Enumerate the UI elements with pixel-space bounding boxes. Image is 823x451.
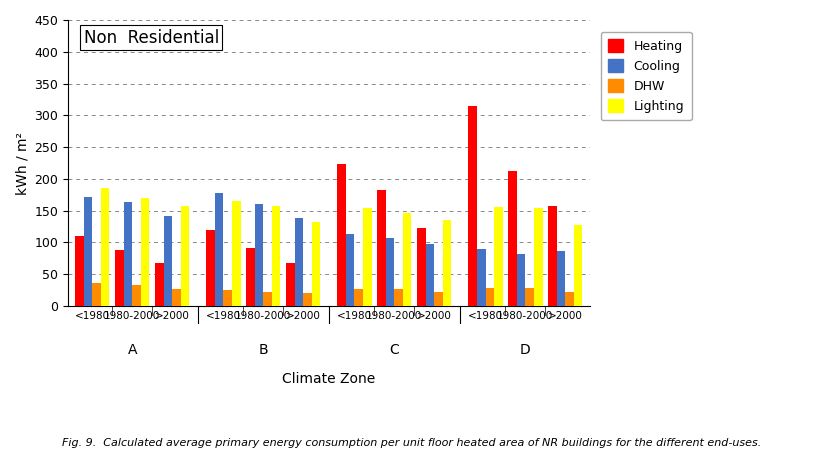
- Bar: [133, 285, 141, 306]
- Bar: [75, 236, 84, 306]
- Bar: [435, 292, 443, 306]
- Bar: [141, 198, 149, 306]
- Bar: [272, 206, 281, 306]
- Bar: [509, 171, 517, 306]
- Bar: [337, 164, 346, 306]
- Bar: [565, 292, 574, 306]
- Bar: [363, 207, 371, 306]
- Bar: [164, 216, 172, 306]
- Bar: [574, 226, 583, 306]
- Bar: [303, 293, 312, 306]
- Bar: [215, 193, 223, 306]
- Text: C: C: [389, 343, 399, 357]
- Bar: [232, 201, 240, 306]
- Text: D: D: [520, 343, 531, 357]
- Text: Non  Residential: Non Residential: [84, 28, 219, 46]
- Legend: Heating, Cooling, DHW, Lighting: Heating, Cooling, DHW, Lighting: [601, 32, 691, 120]
- Bar: [477, 249, 486, 306]
- Text: B: B: [258, 343, 268, 357]
- Bar: [115, 250, 123, 306]
- Text: Fig. 9.  Calculated average primary energy consumption per unit floor heated are: Fig. 9. Calculated average primary energ…: [62, 438, 761, 448]
- Text: Climate Zone: Climate Zone: [282, 372, 375, 386]
- Y-axis label: kWh / m²: kWh / m²: [15, 132, 29, 194]
- Bar: [443, 220, 451, 306]
- Bar: [425, 244, 435, 306]
- Text: A: A: [128, 343, 137, 357]
- Bar: [286, 263, 295, 306]
- Bar: [346, 234, 355, 306]
- Bar: [123, 202, 133, 306]
- Bar: [355, 289, 363, 306]
- Bar: [223, 290, 232, 306]
- Bar: [468, 106, 477, 306]
- Bar: [486, 288, 494, 306]
- Bar: [557, 251, 565, 306]
- Bar: [295, 218, 303, 306]
- Bar: [386, 238, 394, 306]
- Bar: [525, 288, 534, 306]
- Bar: [155, 263, 164, 306]
- Bar: [517, 254, 525, 306]
- Bar: [101, 189, 109, 306]
- Bar: [92, 282, 101, 306]
- Bar: [207, 230, 215, 306]
- Bar: [263, 292, 272, 306]
- Bar: [312, 221, 320, 306]
- Bar: [403, 212, 412, 306]
- Bar: [84, 197, 92, 306]
- Bar: [534, 207, 542, 306]
- Bar: [394, 289, 403, 306]
- Bar: [246, 248, 255, 306]
- Bar: [377, 190, 386, 306]
- Bar: [255, 204, 263, 306]
- Bar: [172, 289, 181, 306]
- Bar: [417, 228, 425, 306]
- Bar: [548, 206, 557, 306]
- Bar: [181, 206, 189, 306]
- Bar: [494, 207, 503, 306]
